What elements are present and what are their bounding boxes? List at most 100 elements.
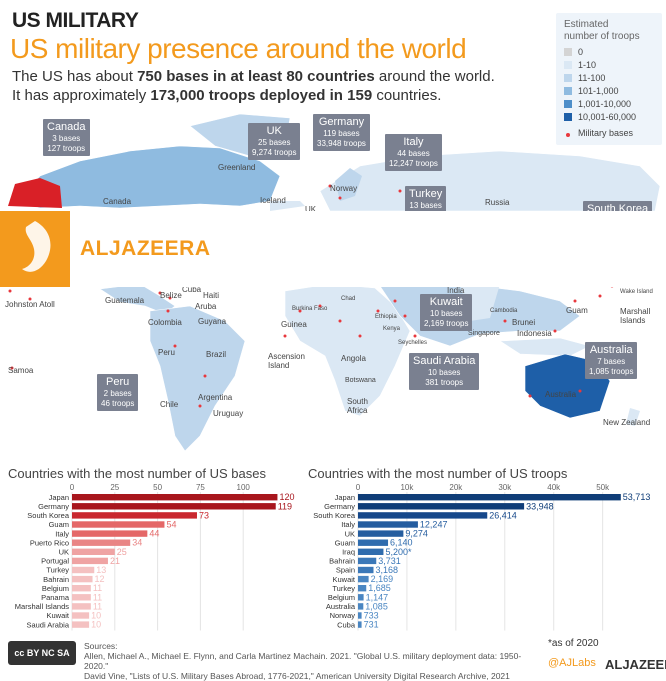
map-label: Canada (103, 197, 132, 206)
as-of-note: *as of 2020 (548, 638, 599, 649)
brand-banner: ALJAZEERA (0, 211, 666, 287)
bar (72, 594, 91, 601)
map-label: Indonesia (517, 329, 552, 338)
category-label: Japan (335, 493, 355, 502)
category-label: UK (59, 548, 69, 557)
category-label: Portugal (41, 557, 69, 566)
tick-label: 10k (400, 483, 414, 492)
bar (358, 557, 377, 565)
category-label: Iraq (342, 548, 355, 557)
bar (72, 503, 276, 510)
map-label: Russia (485, 198, 510, 207)
value-label: 119 (278, 501, 292, 511)
footer-brand: ALJAZEERA (605, 657, 666, 672)
category-label: Germany (324, 502, 355, 511)
legend-swatch (564, 48, 572, 56)
bar (358, 594, 364, 601)
legend-swatch (564, 61, 572, 69)
category-label: UK (345, 529, 355, 538)
map-label: Iceland (260, 196, 286, 205)
tick-label: 0 (70, 483, 75, 492)
category-label: Italy (341, 520, 355, 529)
bar (72, 494, 278, 501)
value-label: 731 (364, 620, 379, 630)
bar (358, 566, 374, 574)
bar (72, 521, 165, 528)
tick-label: 50 (153, 483, 162, 492)
bar (72, 557, 108, 565)
value-label: 11 (93, 592, 102, 602)
map-label: Marshall Islands (620, 307, 651, 325)
category-label: Spain (336, 566, 355, 575)
base-dots (8, 184, 614, 408)
callout-peru: Peru 2 bases 46 troops (97, 374, 139, 411)
map-label: Guam (566, 306, 588, 315)
bar (358, 621, 362, 628)
category-label: Belgium (328, 593, 355, 602)
value-label: 1,685 (368, 583, 391, 593)
legend-item: 101-1,000 (564, 86, 619, 96)
map-label: Ethiopia (375, 314, 397, 320)
bar (358, 512, 488, 519)
legend-item: 11-100 (564, 73, 605, 83)
legend-swatch (564, 74, 572, 82)
legend-swatch (564, 87, 572, 95)
map-label: Chad (341, 296, 356, 302)
map-label: Ascension Island (268, 352, 305, 370)
map-label: Peru (158, 348, 175, 357)
bar (72, 612, 90, 619)
map-label: Cambodia (490, 308, 518, 314)
aljazeera-logo-icon (0, 211, 70, 287)
map-legend: Estimated number of troops 0 1-10 11-100 101… (556, 13, 662, 145)
value-label: 3,731 (378, 556, 401, 566)
bar (72, 530, 148, 537)
value-label: 34 (132, 538, 142, 548)
category-label: Marshall Islands (15, 602, 69, 611)
tick-label: 0 (356, 483, 361, 492)
map-label: Aruba (195, 302, 217, 311)
map-label: Brunei (512, 318, 536, 327)
tick-label: 100 (237, 483, 251, 492)
value-label: 5,200* (385, 547, 412, 557)
category-label: Japan (49, 493, 69, 502)
category-label: Bahrain (43, 575, 69, 584)
value-label: 11 (93, 583, 102, 593)
category-label: Belgium (42, 584, 69, 593)
legend-item: 0 (564, 47, 583, 57)
category-label: Panama (41, 593, 70, 602)
bar (358, 603, 364, 610)
value-label: 26,414 (489, 510, 517, 520)
value-label: 3,168 (376, 565, 399, 575)
callout-italy: Italy 44 bases 12,247 troops (385, 134, 442, 171)
value-label: 12,247 (420, 520, 448, 530)
map-label: South Africa (347, 397, 368, 415)
value-label: 53,713 (623, 492, 651, 502)
map-label: Wake Island (620, 289, 653, 295)
map-label: Brazil (206, 350, 227, 359)
value-label: 1,085 (365, 601, 388, 611)
category-label: Saudi Arabia (26, 620, 69, 629)
legend-swatch (564, 100, 572, 108)
value-label: 44 (149, 529, 159, 539)
subtitle-line-2: It has approximately 173,000 troops depl… (12, 87, 442, 104)
legend-title: Estimated number of troops (564, 19, 640, 42)
map-label: Argentina (198, 393, 233, 402)
category-label: South Korea (27, 511, 70, 520)
category-label: Germany (38, 502, 69, 511)
tick-label: 25 (110, 483, 119, 492)
brand-name: ALJAZEERA (80, 237, 211, 260)
bar (358, 494, 621, 501)
value-label: 12 (95, 574, 105, 584)
value-label: 33,948 (526, 501, 554, 511)
map-label: India (447, 286, 465, 295)
legend-item: 1-10 (564, 60, 596, 70)
callout-uk: UK 25 bases 9,274 troops (248, 123, 301, 160)
cc-license-badge: cc BY NC SA (8, 641, 76, 665)
bar (72, 512, 197, 519)
map-label: Botswana (345, 377, 376, 384)
category-label: Guam (335, 538, 355, 547)
bar (72, 603, 91, 610)
value-label: 2,169 (371, 574, 394, 584)
tick-label: 30k (498, 483, 512, 492)
category-label: Norway (330, 611, 356, 620)
